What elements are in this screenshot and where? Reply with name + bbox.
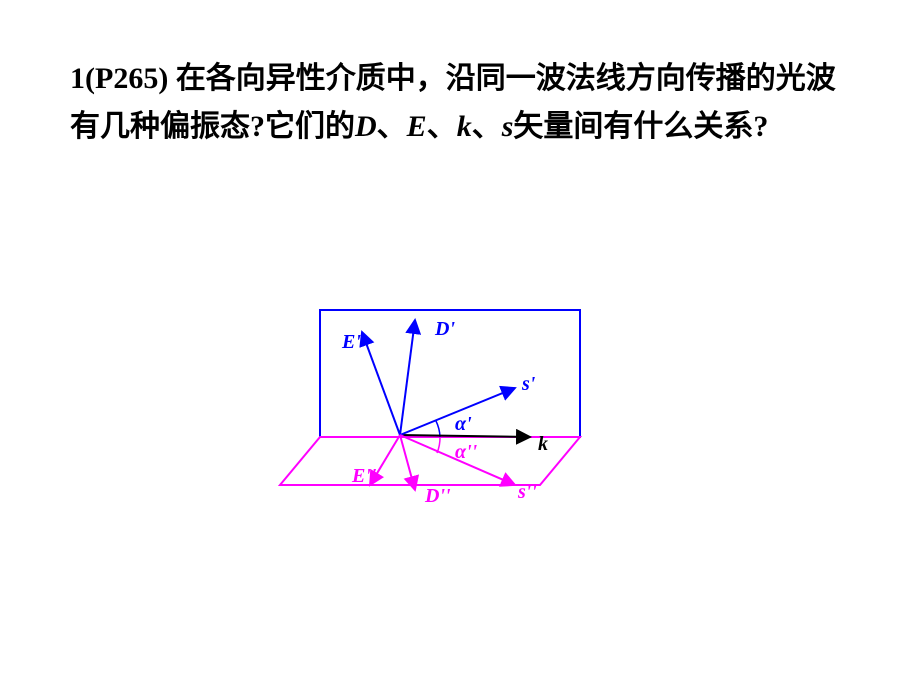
- sep1: 、: [377, 110, 407, 143]
- var-E: E: [407, 110, 427, 143]
- magenta-plane: [280, 437, 580, 485]
- var-k: k: [457, 110, 472, 143]
- sep2: 、: [427, 110, 457, 143]
- vector-E1: [362, 332, 400, 435]
- var-D: D: [355, 110, 377, 143]
- question-text: 1(P265) 在各向异性介质中，沿同一波法线方向传播的光波有几种偏振态?它们的…: [70, 55, 860, 151]
- question-label: 1(P265): [70, 62, 168, 95]
- var-s: s: [502, 110, 514, 143]
- vector-label-s2: s'': [517, 481, 537, 503]
- question-body-2: 矢量间有什么关系?: [513, 110, 768, 143]
- vector-D1: [400, 320, 415, 435]
- vector-D2: [400, 435, 415, 490]
- angle-label-alpha1: α': [455, 413, 472, 435]
- vector-label-D2: D'': [424, 485, 451, 507]
- vector-diagram: α'α''kD'E's'D''E''s'': [270, 290, 650, 535]
- vector-label-s1: s': [521, 373, 536, 395]
- diagram-svg: α'α''kD'E's'D''E''s'': [270, 290, 650, 530]
- vector-label-E1: E': [341, 331, 361, 353]
- vector-label-k: k: [538, 433, 548, 455]
- sep3: 、: [472, 110, 502, 143]
- vector-label-D1: D': [434, 318, 455, 340]
- page: 1(P265) 在各向异性介质中，沿同一波法线方向传播的光波有几种偏振态?它们的…: [0, 0, 920, 690]
- vector-label-E2: E'': [351, 465, 377, 487]
